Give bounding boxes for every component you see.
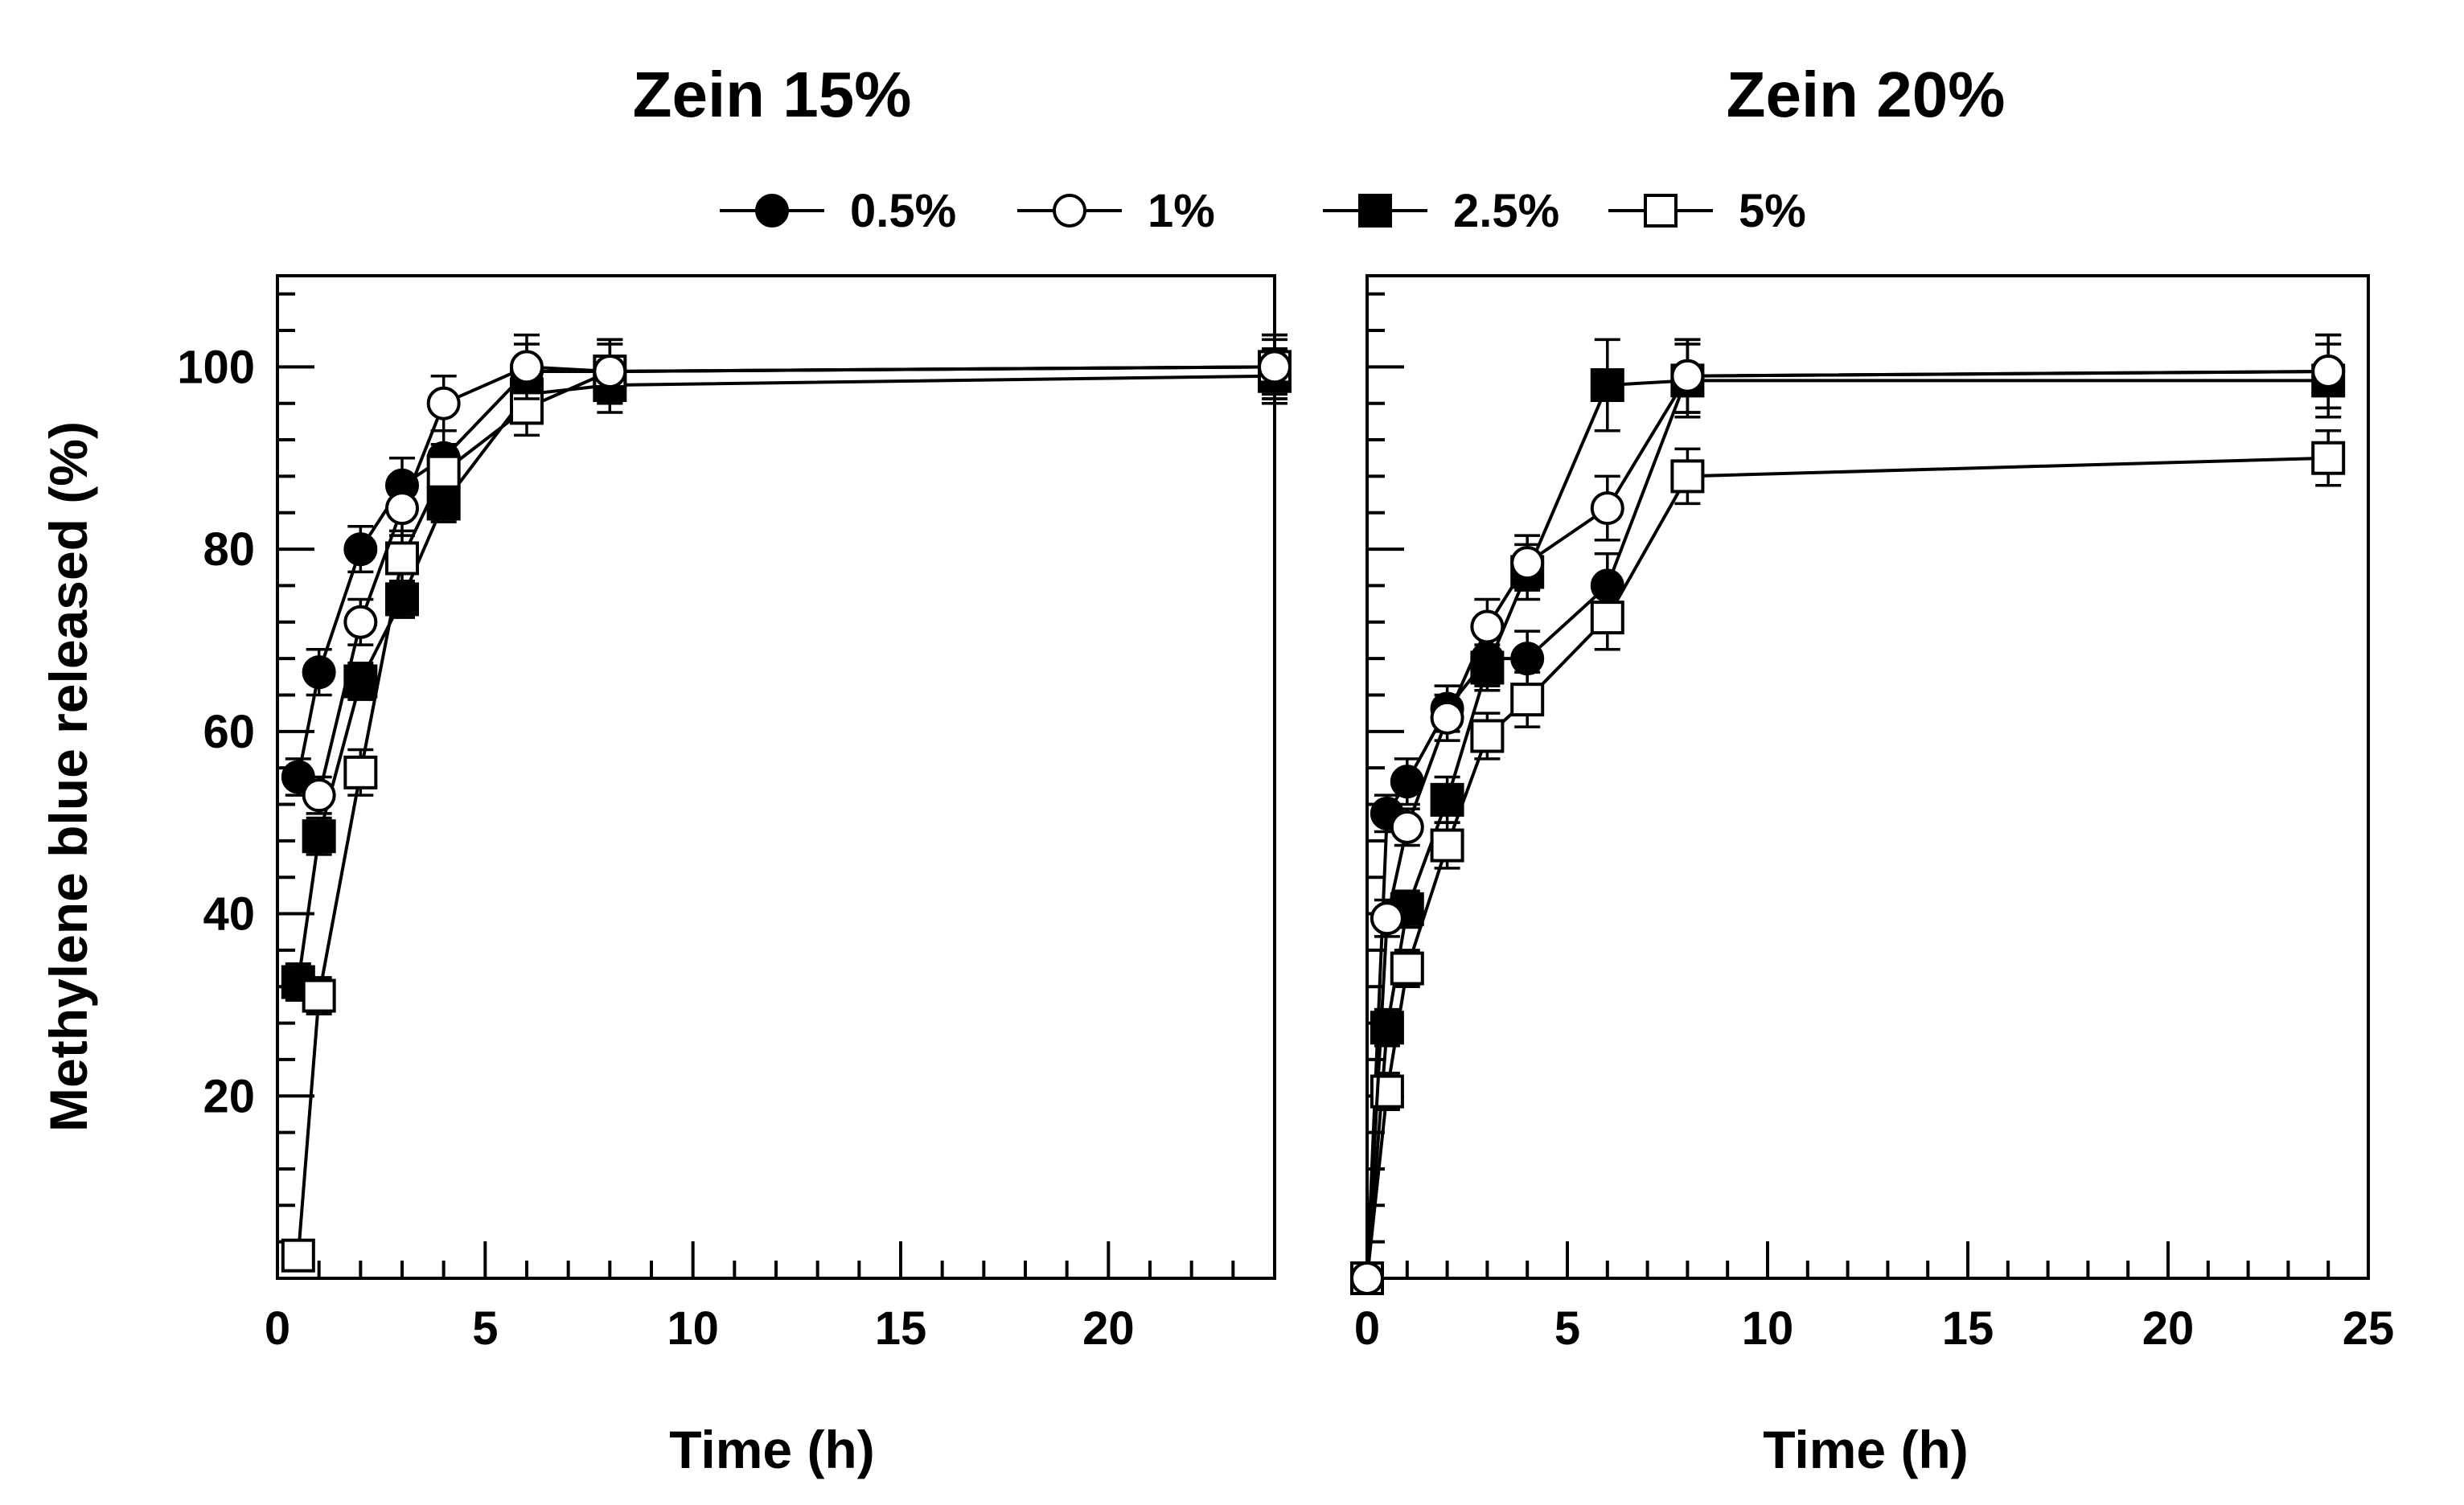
- data-point: [1470, 609, 1505, 644]
- data-point: [1470, 650, 1505, 685]
- x-tick-label: 15: [875, 1302, 927, 1355]
- panel-title: Zein 20%: [1727, 59, 2006, 130]
- legend-marker: [1644, 194, 1678, 228]
- data-point: [1590, 491, 1624, 526]
- data-point: [302, 778, 336, 813]
- data-point: [302, 655, 336, 690]
- legend-item: 1%: [1017, 185, 1215, 237]
- data-point: [302, 978, 336, 1013]
- x-tick-label: 25: [2343, 1302, 2395, 1355]
- data-point: [1510, 642, 1545, 676]
- data-point: [343, 605, 378, 639]
- y-tick-label: 100: [177, 341, 255, 393]
- x-tick-label: 5: [472, 1302, 498, 1355]
- x-tick-label: 15: [1942, 1302, 1994, 1355]
- data-point: [1370, 901, 1404, 936]
- data-point: [1510, 683, 1545, 717]
- legend-marker: [1358, 194, 1392, 228]
- x-tick-label: 5: [1554, 1302, 1580, 1355]
- data-point: [1350, 1261, 1384, 1295]
- legend-item: 5%: [1608, 185, 1806, 237]
- panel-title: Zein 15%: [633, 59, 912, 130]
- x-tick-label: 20: [2142, 1302, 2195, 1355]
- x-axis-label: Time (h): [669, 1420, 874, 1479]
- legend-label: 0.5%: [850, 185, 956, 237]
- x-tick-label: 0: [265, 1302, 290, 1355]
- panel-zein-20: Zein 20% Time (h) 0 5 10 15 20 25: [1350, 59, 2395, 1479]
- y-tick-label: 20: [203, 1070, 255, 1122]
- legend-marker: [1053, 194, 1086, 228]
- data-point: [1430, 782, 1464, 817]
- plot-frame: [1365, 274, 2370, 1280]
- data-point: [1590, 601, 1624, 635]
- data-point: [302, 819, 336, 854]
- data-point: [343, 532, 378, 567]
- legend-label: 1%: [1148, 185, 1215, 237]
- legend-marker: [755, 194, 789, 228]
- y-tick-label: 80: [203, 523, 255, 576]
- y-axis-label: Methylene blue released (%): [39, 421, 98, 1132]
- data-point: [2311, 355, 2346, 389]
- data-point: [1430, 828, 1464, 863]
- legend-item: 2.5%: [1323, 185, 1559, 237]
- x-tick-label: 10: [1742, 1302, 1794, 1355]
- data-point: [1390, 951, 1424, 986]
- data-point: [426, 454, 461, 489]
- data-point: [281, 1238, 315, 1273]
- y-tick-label: 60: [203, 706, 255, 758]
- data-point: [510, 350, 544, 384]
- x-tick-label: 0: [1354, 1302, 1380, 1355]
- legend-label: 2.5%: [1453, 185, 1559, 237]
- data-point: [1510, 546, 1545, 580]
- series-1pct: [302, 333, 1292, 815]
- data-point: [343, 755, 378, 789]
- legend: 0.5% 1% 2.5% 5%: [720, 185, 1806, 237]
- data-point: [1258, 350, 1292, 384]
- data-point: [1390, 810, 1424, 844]
- y-tick-label: 40: [203, 888, 255, 941]
- panel-zein-15: Zein 15% Time (h) 0 5 10 15 20 20 40 60 80 100: [177, 59, 1292, 1479]
- data-point: [1670, 359, 1705, 393]
- data-point: [2311, 441, 2346, 475]
- data-point: [1390, 765, 1424, 799]
- data-point: [1430, 700, 1464, 735]
- data-point: [426, 386, 461, 420]
- data-point: [385, 491, 419, 526]
- data-point: [1470, 719, 1505, 753]
- x-axis-label: Time (h): [1763, 1420, 1968, 1479]
- x-tick-label: 10: [667, 1302, 719, 1355]
- data-point: [1670, 459, 1705, 494]
- data-point: [1590, 368, 1624, 403]
- data-point: [593, 355, 627, 389]
- legend-label: 5%: [1739, 185, 1806, 237]
- legend-item: 0.5%: [720, 185, 956, 237]
- data-point: [385, 541, 419, 576]
- x-tick-label: 20: [1082, 1302, 1135, 1355]
- series-1pct: [1350, 333, 2346, 1295]
